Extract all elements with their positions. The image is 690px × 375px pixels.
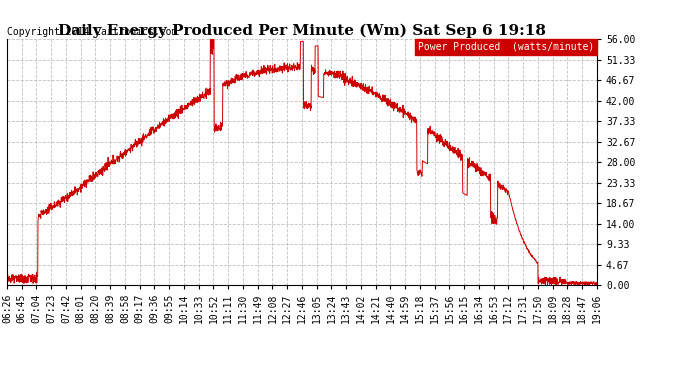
Title: Daily Energy Produced Per Minute (Wm) Sat Sep 6 19:18: Daily Energy Produced Per Minute (Wm) Sa… [58, 24, 546, 38]
Text: Copyright 2014 Cartronics.com: Copyright 2014 Cartronics.com [7, 27, 177, 37]
Text: Power Produced  (watts/minute): Power Produced (watts/minute) [417, 42, 594, 52]
